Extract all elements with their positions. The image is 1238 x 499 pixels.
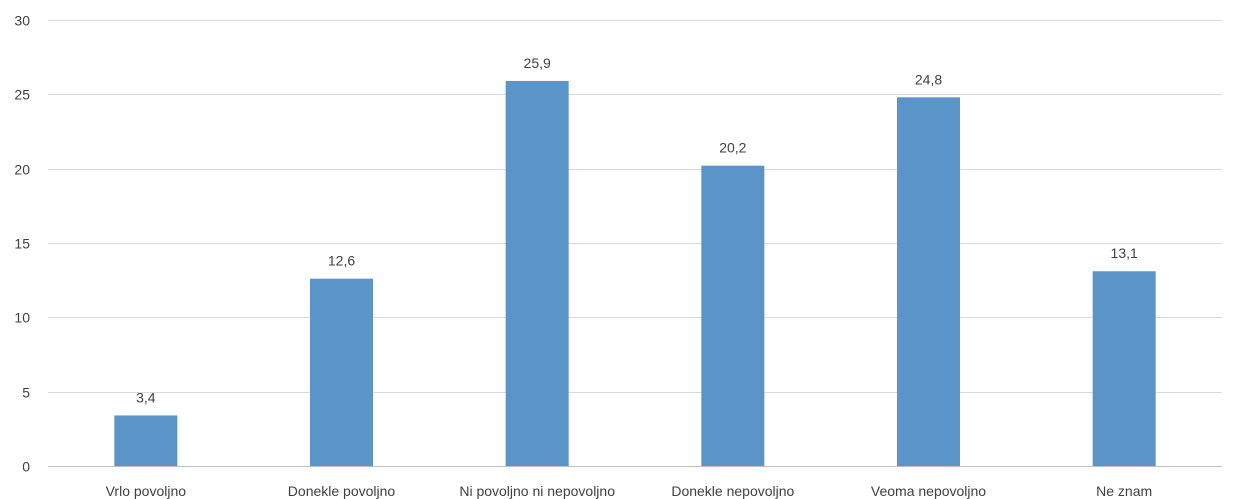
data-label: 20,2 — [719, 140, 746, 156]
y-tick-label: 30 — [14, 13, 30, 29]
x-category-label: Vrlo povoljno — [106, 483, 187, 499]
y-tick-label: 15 — [14, 236, 30, 252]
bar — [310, 278, 373, 466]
x-category-label: Donekle nepovoljno — [671, 483, 794, 499]
x-category-label: Ne znam — [1096, 483, 1152, 499]
y-tick-label: 5 — [22, 385, 30, 401]
x-category-label: Ni povoljno ni nepovoljno — [459, 483, 615, 499]
data-label: 13,1 — [1111, 245, 1138, 261]
gridlines — [48, 20, 1222, 393]
x-axis-category-labels: Vrlo povoljno Donekle povoljno Ni povoljno… — [106, 483, 1153, 499]
data-label: 12,6 — [328, 253, 355, 269]
data-label: 3,4 — [136, 389, 156, 405]
bar — [701, 165, 765, 466]
data-label: 25,9 — [524, 55, 551, 71]
y-tick-label: 0 — [22, 459, 30, 475]
bar — [897, 97, 960, 466]
data-labels: 3,4 12,6 25,9 20,2 24,8 13,1 — [136, 55, 1138, 406]
bar — [114, 415, 178, 466]
bars — [114, 80, 1156, 466]
bar — [505, 80, 569, 466]
x-category-label: Donekle povoljno — [288, 483, 396, 499]
bar — [1092, 271, 1156, 466]
y-tick-label: 10 — [14, 310, 30, 326]
x-category-label: Veoma nepovoljno — [871, 483, 986, 499]
y-tick-label: 25 — [14, 87, 30, 103]
y-tick-label: 20 — [14, 162, 30, 178]
y-axis-tick-labels: 0 5 10 15 20 25 30 — [14, 13, 30, 475]
data-label: 24,8 — [915, 71, 942, 87]
